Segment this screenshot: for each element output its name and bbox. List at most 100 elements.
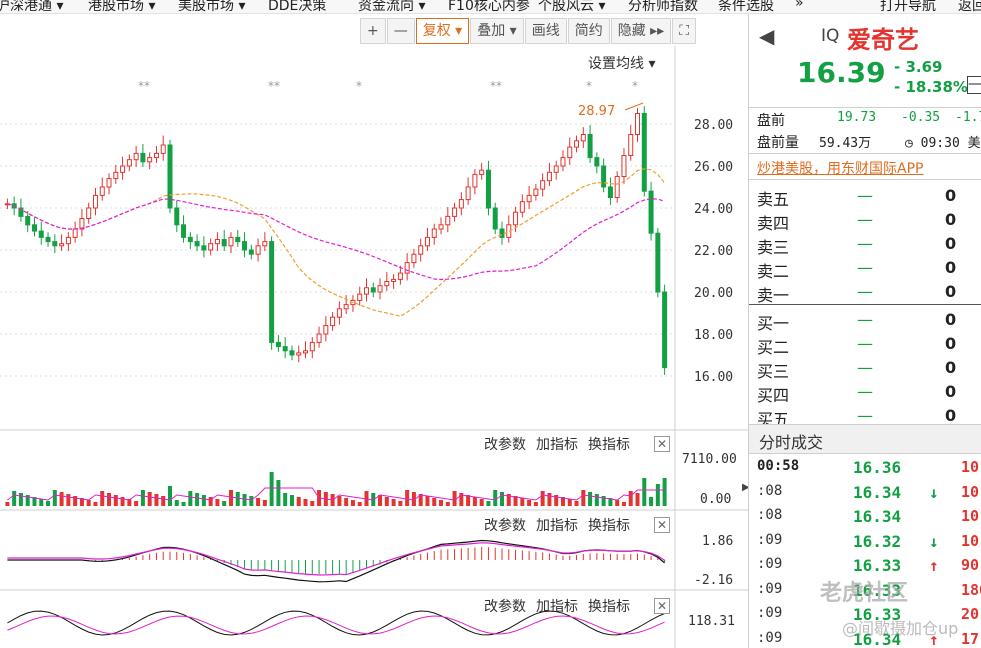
- menu-more[interactable]: »: [795, 0, 804, 11]
- volume-bar: [228, 490, 233, 506]
- arrow-up-icon: ↑: [929, 556, 939, 575]
- candle-body: [533, 188, 539, 196]
- price-tick: 26.00: [694, 160, 733, 175]
- zoom-out-button[interactable]: —: [386, 18, 415, 44]
- candle-body: [513, 211, 519, 226]
- volume-bar: [235, 492, 240, 506]
- add-indicator-button[interactable]: 加指标: [536, 437, 578, 453]
- tick-time: :09: [757, 605, 783, 621]
- tick-row[interactable]: :09 16.33 20: [749, 605, 981, 629]
- volume-tick: 7110.00: [682, 452, 737, 467]
- volume-bar: [32, 497, 37, 506]
- volume-bar: [147, 492, 152, 506]
- candle-body: [465, 186, 471, 201]
- back-arrow-icon[interactable]: ◀: [759, 24, 775, 48]
- volume-bar: [222, 501, 227, 506]
- candle-body: [506, 224, 512, 238]
- volume-bar: [588, 492, 593, 506]
- menu-hk-connect[interactable]: 沪深港通 ▾: [0, 0, 64, 14]
- candle-body: [309, 341, 315, 352]
- candle-body: [269, 241, 275, 343]
- divider: [749, 179, 981, 180]
- tick-row[interactable]: :09 16.34 ↑ 17: [749, 630, 981, 648]
- tick-row[interactable]: 00:58 16.36 10: [749, 458, 981, 482]
- candle-body: [519, 201, 525, 213]
- close-icon[interactable]: ✕: [654, 598, 670, 614]
- tick-row[interactable]: :08 16.34 10: [749, 507, 981, 531]
- menu-stock-news[interactable]: 个股风云 ▾: [538, 0, 606, 14]
- fullscreen-icon[interactable]: ⛶: [672, 18, 697, 44]
- tick-time: :09: [757, 629, 783, 646]
- arrow-down-icon: ↓: [929, 482, 939, 502]
- menu-back[interactable]: 返回: [958, 0, 981, 14]
- switch-indicator-button[interactable]: 换指标: [588, 437, 630, 453]
- volume-bar: [107, 493, 112, 506]
- menu-analyst-index[interactable]: 分析师指数: [628, 0, 698, 14]
- candle-body: [323, 325, 329, 335]
- menu-hk-market[interactable]: 港股市场 ▾: [88, 0, 156, 14]
- menu-open-nav[interactable]: 打开导航: [880, 0, 936, 14]
- volume-bar: [276, 480, 281, 506]
- menu-stock-screener[interactable]: 条件选股: [718, 0, 774, 14]
- volume-bar: [405, 490, 410, 506]
- candle-body: [404, 262, 410, 274]
- stock-name: 爱奇艺: [847, 26, 919, 54]
- collapse-quote-button[interactable]: —: [967, 76, 981, 94]
- volume-bar: [310, 501, 315, 506]
- menu-f10[interactable]: F10核心内参: [448, 0, 530, 14]
- kline-chart-area[interactable]: 28.00 26.00 24.00 22.00 20.00 18.00 16.0…: [0, 0, 748, 648]
- set-ma-button[interactable]: 设置均线 ▾: [588, 56, 656, 72]
- collapse-panel-icon[interactable]: ▶: [742, 482, 750, 493]
- candle-body: [248, 249, 254, 255]
- edit-params-button[interactable]: 改参数: [484, 518, 526, 534]
- add-indicator-button[interactable]: 加指标: [536, 599, 578, 615]
- menu-us-market[interactable]: 美股市场 ▾: [178, 0, 246, 14]
- order-book-row: 卖一 — 0: [757, 282, 981, 305]
- tick-price: 16.36: [853, 458, 902, 477]
- volume-bar: [533, 502, 538, 506]
- candle-body: [336, 308, 342, 318]
- close-icon[interactable]: ✕: [654, 436, 670, 452]
- edit-params-button[interactable]: 改参数: [484, 437, 526, 453]
- candle-body: [167, 144, 173, 209]
- tick-row[interactable]: :08 16.34 ↓ 10: [749, 483, 981, 507]
- add-indicator-button[interactable]: 加指标: [536, 518, 578, 534]
- tick-row[interactable]: :09 16.33 180: [749, 581, 981, 605]
- volume-bar: [642, 478, 647, 506]
- candle-body: [418, 245, 424, 255]
- event-marks[interactable]: ** ** * ** * *: [138, 79, 638, 93]
- volume-bar: [466, 495, 471, 506]
- candle-body: [86, 207, 92, 219]
- fuquan-button[interactable]: 复权 ▾: [415, 18, 470, 44]
- order-volume: 0: [945, 310, 957, 329]
- price-change-pct: - 18.38%: [894, 78, 968, 96]
- ad-link[interactable]: 炒港美股，用东财国际APP: [757, 161, 924, 177]
- hide-button[interactable]: 隐藏 ▸▸: [610, 18, 672, 44]
- volume-bar: [289, 495, 294, 506]
- menu-dde[interactable]: DDE决策: [268, 0, 327, 14]
- switch-indicator-button[interactable]: 换指标: [588, 599, 630, 615]
- tick-row[interactable]: :09 16.32 ↓ 10: [749, 532, 981, 556]
- volume-bar: [506, 494, 511, 506]
- draw-line-button[interactable]: 画线: [524, 18, 567, 44]
- event-mark: **: [138, 79, 150, 93]
- volume-bar: [46, 501, 51, 506]
- candle-body: [153, 152, 159, 159]
- volume-bar: [256, 498, 261, 506]
- event-mark: **: [268, 79, 280, 93]
- close-icon[interactable]: ✕: [654, 517, 670, 533]
- volume-bar: [127, 499, 132, 506]
- edit-params-button[interactable]: 改参数: [484, 599, 526, 615]
- candle-body: [59, 243, 65, 247]
- order-level-label: 买二: [757, 338, 790, 357]
- switch-indicator-button[interactable]: 换指标: [588, 518, 630, 534]
- menu-fund-flow[interactable]: 资金流向 ▾: [358, 0, 426, 14]
- volume-ma-line: [7, 487, 665, 501]
- order-volume: 0: [945, 186, 957, 205]
- overlay-button[interactable]: 叠加 ▾: [470, 18, 524, 44]
- tick-row[interactable]: :09 16.33 ↑ 90: [749, 556, 981, 580]
- simple-mode-button[interactable]: 简约: [567, 18, 610, 44]
- candle-body: [370, 287, 376, 293]
- volume-bar: [154, 494, 159, 506]
- zoom-in-button[interactable]: +: [360, 18, 386, 44]
